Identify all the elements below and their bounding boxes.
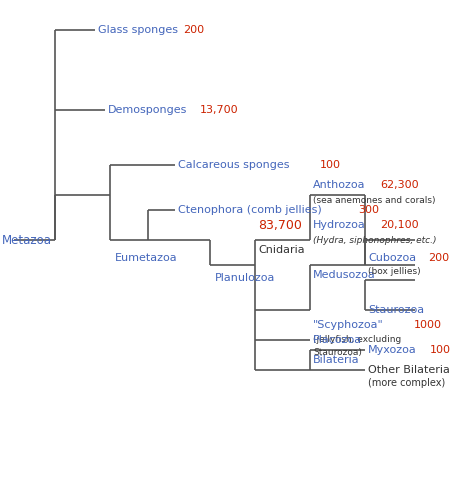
Text: 1000: 1000	[414, 320, 442, 330]
Text: Glass sponges: Glass sponges	[98, 25, 178, 35]
Text: Staurozoa: Staurozoa	[368, 305, 424, 315]
Text: Metazoa: Metazoa	[2, 233, 52, 247]
Text: (jellyfish, excluding: (jellyfish, excluding	[313, 335, 401, 344]
Text: 300: 300	[358, 205, 379, 215]
Text: 62,300: 62,300	[380, 180, 419, 190]
Text: Ctenophora (comb jellies): Ctenophora (comb jellies)	[178, 205, 322, 215]
Text: Planulozoa: Planulozoa	[215, 273, 275, 283]
Text: 13,700: 13,700	[200, 105, 238, 115]
Text: Anthozoa: Anthozoa	[313, 180, 365, 190]
Text: Calcareous sponges: Calcareous sponges	[178, 160, 290, 170]
Text: Staurozoa): Staurozoa)	[313, 349, 362, 357]
Text: Other Bilateria: Other Bilateria	[368, 365, 450, 375]
Text: Cubozoa: Cubozoa	[368, 253, 416, 263]
Text: Demosponges: Demosponges	[108, 105, 187, 115]
Text: 200: 200	[428, 253, 449, 263]
Text: 100: 100	[430, 345, 451, 355]
Text: (Hydra, siphonophres, etc.): (Hydra, siphonophres, etc.)	[313, 236, 437, 244]
Text: "Scyphozoa": "Scyphozoa"	[313, 320, 384, 330]
Text: Cnidaria: Cnidaria	[258, 245, 305, 255]
Text: (sea anemones and corals): (sea anemones and corals)	[313, 195, 436, 205]
Text: Myxozoa: Myxozoa	[368, 345, 417, 355]
Text: 200: 200	[183, 25, 204, 35]
Text: Eumetazoa: Eumetazoa	[115, 253, 178, 263]
Text: 20,100: 20,100	[380, 220, 419, 230]
Text: (box jellies): (box jellies)	[368, 267, 420, 276]
Text: Medusozoa: Medusozoa	[313, 270, 376, 280]
Text: Hydrozoa: Hydrozoa	[313, 220, 366, 230]
Text: 83,700: 83,700	[258, 219, 302, 232]
Text: Placozoa: Placozoa	[313, 335, 362, 345]
Text: 100: 100	[320, 160, 341, 170]
Text: (more complex): (more complex)	[368, 378, 445, 388]
Text: Bilateria: Bilateria	[313, 355, 360, 365]
